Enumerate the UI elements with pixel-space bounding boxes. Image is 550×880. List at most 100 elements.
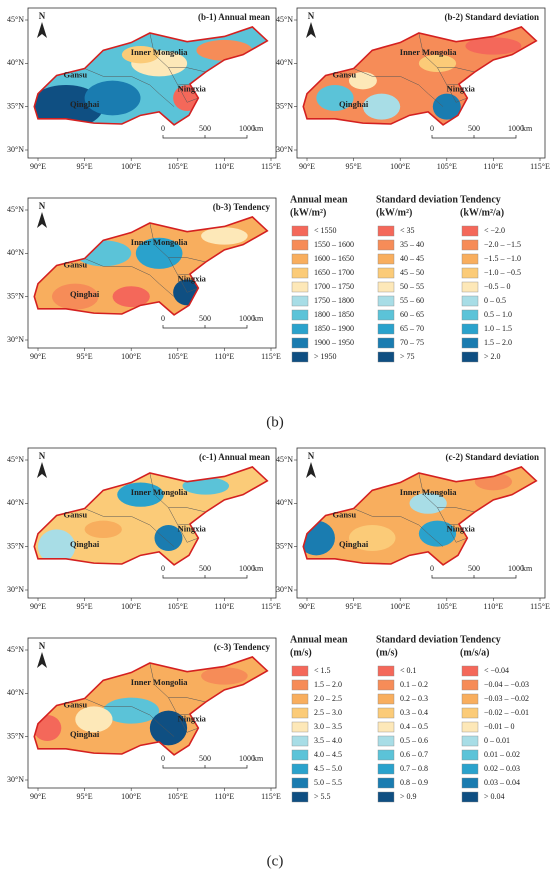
legend-swatch (461, 239, 479, 251)
legend-swatch (461, 763, 479, 775)
lon-label: 95°E (77, 602, 93, 611)
lon-label: 90°E (30, 352, 46, 361)
lon-label: 110°E (484, 162, 504, 171)
legend-label: 1850 – 1900 (314, 324, 354, 333)
scale-label: 1000 (239, 314, 255, 323)
place-label: Inner Mongolia (131, 237, 189, 247)
place-label: Gansu (63, 69, 87, 79)
scale-label: 0 (161, 564, 165, 573)
legend-label: 50 – 55 (400, 282, 424, 291)
lat-label: 35°N (7, 541, 24, 550)
map-patch (117, 482, 164, 507)
legend-unit: (m/s/a) (460, 647, 489, 658)
scale-unit: km (522, 124, 533, 133)
place-label: Gansu (63, 509, 87, 519)
place-label: Ningxia (178, 273, 207, 283)
scale-label: 0 (161, 124, 165, 133)
legend-label: < −0.04 (484, 666, 509, 675)
scale-label: 1000 (508, 564, 524, 573)
place-label: Ningxia (447, 83, 476, 93)
north-arrow (306, 462, 316, 478)
lon-label: 95°E (346, 602, 362, 611)
legend-swatch (377, 777, 395, 789)
region-outline (33, 216, 269, 316)
legend-label: 1800 – 1850 (314, 310, 354, 319)
lat-label: 40°N (276, 498, 293, 507)
province-border (84, 258, 175, 297)
legend-label: 0.03 – 0.04 (484, 778, 520, 787)
region-outline (302, 466, 538, 566)
legend-label: 1.5 – 2.0 (314, 680, 342, 689)
scale-unit: km (522, 564, 533, 573)
legend-swatch (291, 267, 309, 279)
lon-label: 115°E (261, 602, 281, 611)
panel-title: (c-1) Annual mean (199, 452, 270, 462)
legend-label: 1700 – 1750 (314, 282, 354, 291)
region-outline (33, 656, 269, 756)
legend-unit: (m/s) (290, 647, 312, 658)
lon-label: 95°E (346, 162, 362, 171)
legend-label: > 2.0 (484, 352, 501, 361)
legend-swatch (377, 721, 395, 733)
lon-label: 90°E (299, 602, 315, 611)
north-arrow (37, 652, 47, 668)
lon-label: 100°E (121, 792, 141, 801)
lon-label: 115°E (530, 602, 550, 611)
legend-swatch (291, 295, 309, 307)
legend-label: 60 – 65 (400, 310, 424, 319)
lat-label: 40°N (276, 58, 293, 67)
lat-label: 45°N (7, 15, 24, 24)
legend-label: < −2.0 (484, 226, 505, 235)
panel-title: (c-2) Standard deviation (445, 452, 539, 462)
legend-title: Tendency (460, 194, 501, 205)
province-border (446, 84, 468, 103)
legend-swatch (377, 337, 395, 349)
map-patch (112, 286, 150, 308)
lon-label: 105°E (437, 602, 457, 611)
place-label: Inner Mongolia (400, 47, 458, 57)
legend-unit: (m/s) (376, 647, 398, 658)
legend-label: 0.5 – 1.0 (484, 310, 512, 319)
legend-swatch (291, 763, 309, 775)
lat-label: 45°N (276, 455, 293, 464)
legend-swatch (377, 239, 395, 251)
legend-swatch (377, 225, 395, 237)
lat-label: 40°N (7, 688, 24, 697)
province-border (84, 698, 175, 737)
legend-label: −0.04 – −0.03 (484, 680, 529, 689)
legend-label: −1.5 – −1.0 (484, 254, 521, 263)
legend-label: 45 – 50 (400, 268, 424, 277)
map-patch (51, 283, 99, 310)
legend-label: > 1950 (314, 352, 337, 361)
map-patch (418, 54, 457, 72)
lat-label: 45°N (7, 455, 24, 464)
province-border (84, 68, 175, 107)
lon-label: 90°E (299, 162, 315, 171)
scale-label: 0 (161, 314, 165, 323)
legend-label: 0.3 – 0.4 (400, 708, 428, 717)
map-panel: 90°E 95°E 100°E 105°E 110°E 115°E 45°N 40°N 35°N… (7, 637, 281, 801)
place-label: Ningxia (447, 523, 476, 533)
scale-label: 500 (468, 564, 480, 573)
legend-label: < 0.1 (400, 666, 417, 675)
legend-label: 0.01 – 0.02 (484, 750, 520, 759)
scale-label: 1000 (239, 124, 255, 133)
north-label: N (39, 641, 46, 651)
map-patch (432, 93, 461, 120)
scale-label: 500 (468, 124, 480, 133)
province-border (177, 714, 199, 733)
legend-label: 1600 – 1650 (314, 254, 354, 263)
legend-swatch (461, 721, 479, 733)
legend-swatch (377, 351, 395, 363)
map-patch (84, 80, 141, 116)
scale-label: 0 (161, 754, 165, 763)
map-patch (34, 85, 104, 125)
legend-label: 0.6 – 0.7 (400, 750, 428, 759)
place-label: Gansu (63, 259, 87, 269)
legend-label: 3.0 – 3.5 (314, 722, 342, 731)
legend-swatch (461, 337, 479, 349)
legend-label: < 1550 (314, 226, 337, 235)
place-label: Inner Mongolia (131, 487, 189, 497)
lon-label: 105°E (437, 162, 457, 171)
scale-label: 1000 (508, 124, 524, 133)
